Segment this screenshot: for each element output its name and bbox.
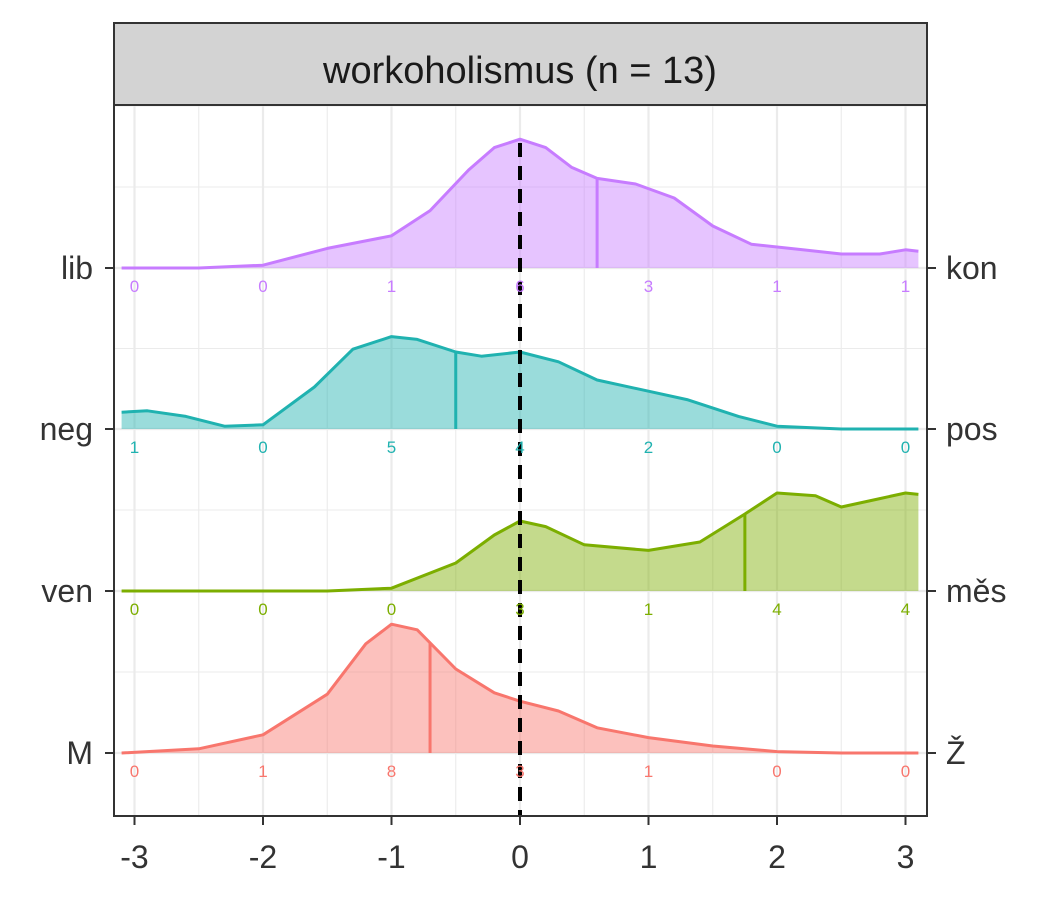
count-label: 1 xyxy=(387,277,396,296)
x-tick-label: 0 xyxy=(511,839,529,875)
count-label: 1 xyxy=(644,600,653,619)
facet-strip: workoholismus (n = 13) xyxy=(113,22,928,106)
count-label: 0 xyxy=(901,762,910,781)
y-label-left: ven xyxy=(41,573,93,609)
count-label: 4 xyxy=(515,438,524,457)
x-tick-label: 2 xyxy=(768,839,786,875)
x-tick-label: -3 xyxy=(120,839,148,875)
strip-background xyxy=(113,22,928,106)
density-line xyxy=(121,335,919,431)
count-label: 8 xyxy=(387,762,396,781)
count-label: 0 xyxy=(258,277,267,296)
y-label-right: pos xyxy=(946,411,998,447)
count-label: 3 xyxy=(515,762,524,781)
count-labels: 0 1 8 3 1 0 0 0 0 0 3 1 4 4 1 0 5 4 2 0 0 0 0 1 6 3 1 1 xyxy=(130,277,910,781)
count-label: 0 xyxy=(901,438,910,457)
count-label: 6 xyxy=(515,277,524,296)
count-label: 3 xyxy=(515,600,524,619)
density-line xyxy=(121,491,919,593)
count-label: 4 xyxy=(901,600,910,619)
count-label: 0 xyxy=(258,600,267,619)
density-line xyxy=(121,622,919,755)
count-label: 0 xyxy=(387,600,396,619)
count-label: 5 xyxy=(387,438,396,457)
count-label: 0 xyxy=(130,277,139,296)
y-label-right: Ž xyxy=(946,735,966,771)
y-label-left: M xyxy=(66,735,93,771)
count-label: 0 xyxy=(130,600,139,619)
x-tick-label: -1 xyxy=(377,839,405,875)
count-label: 0 xyxy=(772,762,781,781)
y-label-left: neg xyxy=(40,411,93,447)
density-area xyxy=(121,624,919,753)
x-tick-label: 1 xyxy=(640,839,658,875)
count-label: 2 xyxy=(644,438,653,457)
ridge-M xyxy=(121,622,919,755)
count-label: 1 xyxy=(901,277,910,296)
y-label-right: kon xyxy=(946,250,998,286)
count-label: 4 xyxy=(772,600,781,619)
ridge-lib xyxy=(121,137,919,270)
count-label: 0 xyxy=(130,762,139,781)
count-label: 3 xyxy=(644,277,653,296)
count-label: 0 xyxy=(258,438,267,457)
y-label-left: lib xyxy=(61,250,93,286)
y-label-right: měs xyxy=(946,573,1006,609)
count-label: 1 xyxy=(258,762,267,781)
count-label: 0 xyxy=(772,438,781,457)
count-label: 1 xyxy=(644,762,653,781)
x-tick-label: -2 xyxy=(249,839,277,875)
strip-title: workoholismus (n = 13) xyxy=(322,50,717,92)
density-line xyxy=(121,137,919,270)
x-tick-label: 3 xyxy=(897,839,915,875)
count-label: 1 xyxy=(130,438,139,457)
count-label: 1 xyxy=(772,277,781,296)
density-area xyxy=(121,139,919,268)
